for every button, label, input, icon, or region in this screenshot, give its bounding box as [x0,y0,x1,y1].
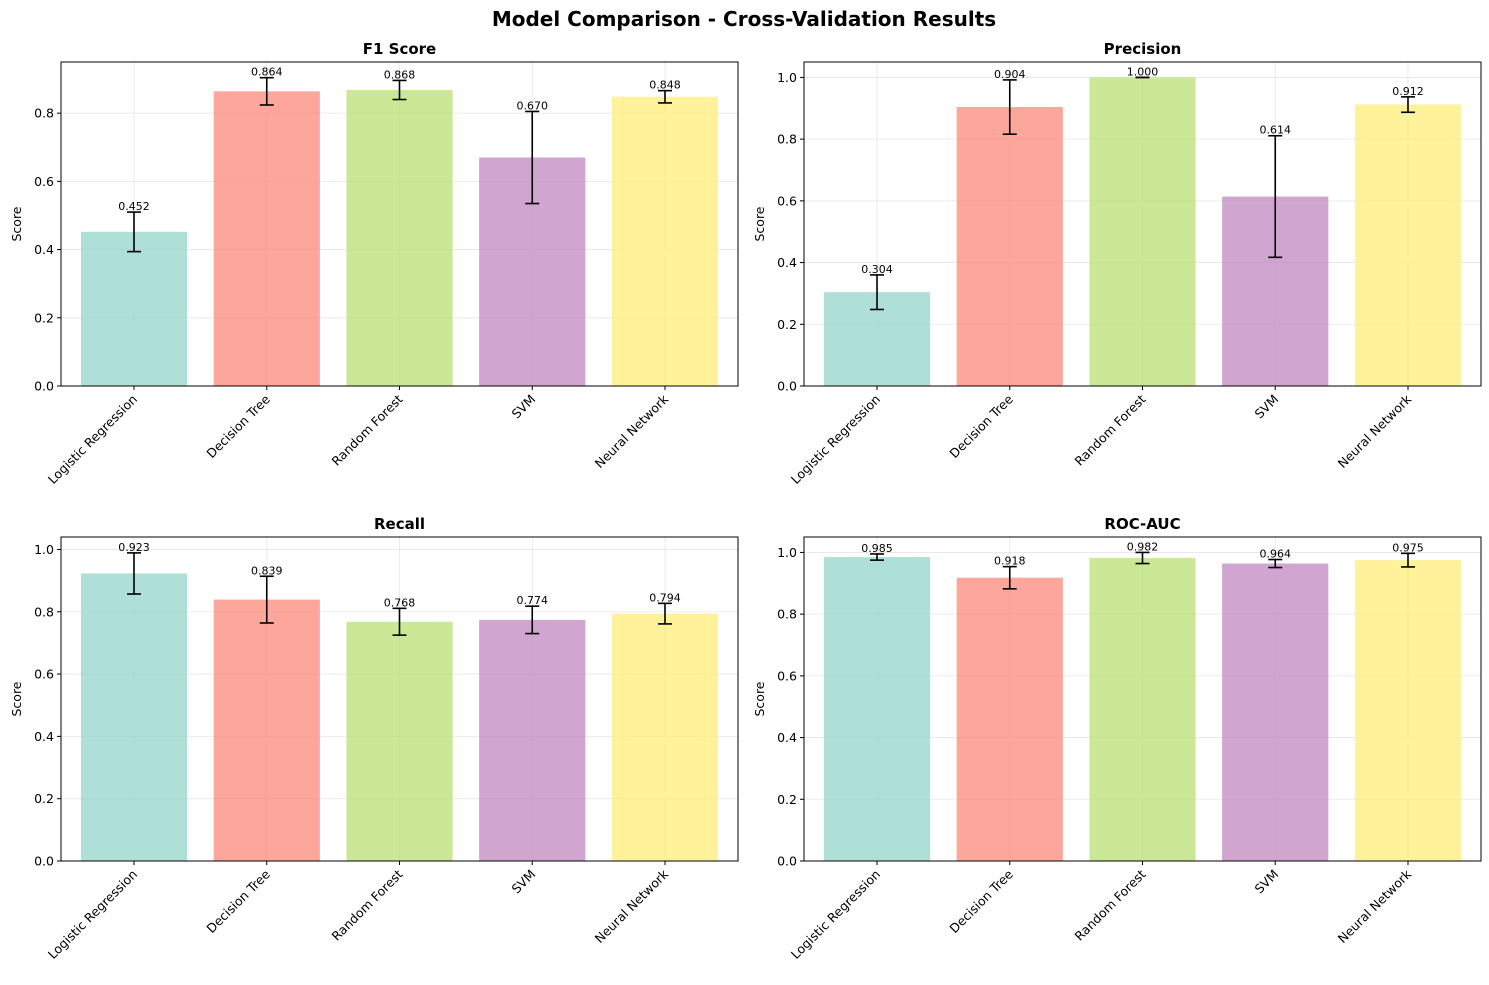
value-label: 0.975 [1392,541,1424,554]
chart-title: F1 Score [363,40,436,58]
chart-title: Recall [374,515,425,533]
y-axis-label: Score [752,681,767,716]
y-tick-label: 0.6 [34,174,54,189]
y-tick-label: 0.0 [777,854,797,869]
value-label: 0.918 [994,555,1026,568]
bar-logistic-regression [80,231,188,386]
value-label: 0.839 [251,564,283,577]
value-label: 0.864 [251,66,283,79]
value-label: 0.794 [649,591,681,604]
bar-random-forest [1089,557,1196,861]
y-tick-label: 0.4 [777,730,797,745]
y-tick-label: 0.2 [777,792,797,807]
y-tick-label: 0.6 [34,667,54,682]
value-label: 0.614 [1259,124,1291,137]
y-tick-label: 0.8 [34,106,54,121]
y-tick-label: 0.4 [777,255,797,270]
y-tick-label: 1.0 [777,70,797,85]
figure-title: Model Comparison - Cross-Validation Resu… [492,7,996,31]
y-tick-label: 0.2 [34,310,54,325]
bar-svm [1222,563,1329,861]
bar-random-forest [346,89,453,387]
bar-neural-network [1354,560,1462,861]
y-tick-label: 0.0 [34,854,54,869]
value-label: 1.000 [1127,65,1159,78]
y-tick-label: 0.8 [34,604,54,619]
y-tick-label: 0.8 [777,607,797,622]
value-label: 0.964 [1259,548,1291,561]
bar-random-forest [1089,77,1196,386]
y-tick-label: 1.0 [777,545,797,560]
value-label: 0.670 [516,99,548,112]
bar-decision-tree [213,599,320,861]
value-label: 0.848 [649,79,681,92]
y-tick-label: 0.2 [34,791,54,806]
bar-random-forest [346,621,453,861]
bar-decision-tree [956,577,1063,861]
y-tick-label: 0.2 [777,317,797,332]
value-label: 0.304 [861,263,893,276]
y-tick-label: 0.6 [777,193,797,208]
chart-title: ROC-AUC [1104,515,1180,533]
bar-neural-network [611,96,719,387]
y-tick-label: 0.4 [34,729,54,744]
chart-panel-1: 0.304 0.904 1.000 0.614 0.912 0.0 0.2 0.4 0.6 0.8… [752,40,1482,487]
bar-logistic-regression [823,557,931,861]
bar-decision-tree [213,91,320,386]
value-label: 0.774 [516,594,548,607]
value-label: 0.768 [384,596,416,609]
value-label: 0.868 [384,68,416,81]
chart-panels: 0.452 0.864 0.868 0.670 0.848 0.0 0.2 0.4 0.6 0.8… [9,40,1482,962]
value-label: 0.452 [118,200,150,213]
y-axis-label: Score [9,681,24,716]
y-tick-label: 1.0 [34,542,54,557]
chart-title: Precision [1104,40,1182,58]
y-tick-label: 0.4 [34,242,54,257]
bar-decision-tree [956,107,1063,387]
y-tick-label: 0.0 [777,379,797,394]
value-label: 0.912 [1392,85,1424,98]
value-label: 0.982 [1127,540,1159,553]
bar-neural-network [611,613,719,861]
y-axis-label: Score [9,206,24,241]
y-tick-label: 0.8 [777,132,797,147]
value-label: 0.923 [118,541,150,554]
bar-svm [479,619,586,861]
y-tick-label: 0.0 [34,379,54,394]
bar-neural-network [1354,104,1462,386]
value-label: 0.904 [994,68,1026,81]
y-axis-label: Score [752,206,767,241]
value-label: 0.985 [861,542,893,555]
chart-panel-3: 0.985 0.918 0.982 0.964 0.975 0.0 0.2 0.4 0.6 0.8… [752,515,1482,962]
y-tick-label: 0.6 [777,668,797,683]
bar-logistic-regression [80,573,188,861]
